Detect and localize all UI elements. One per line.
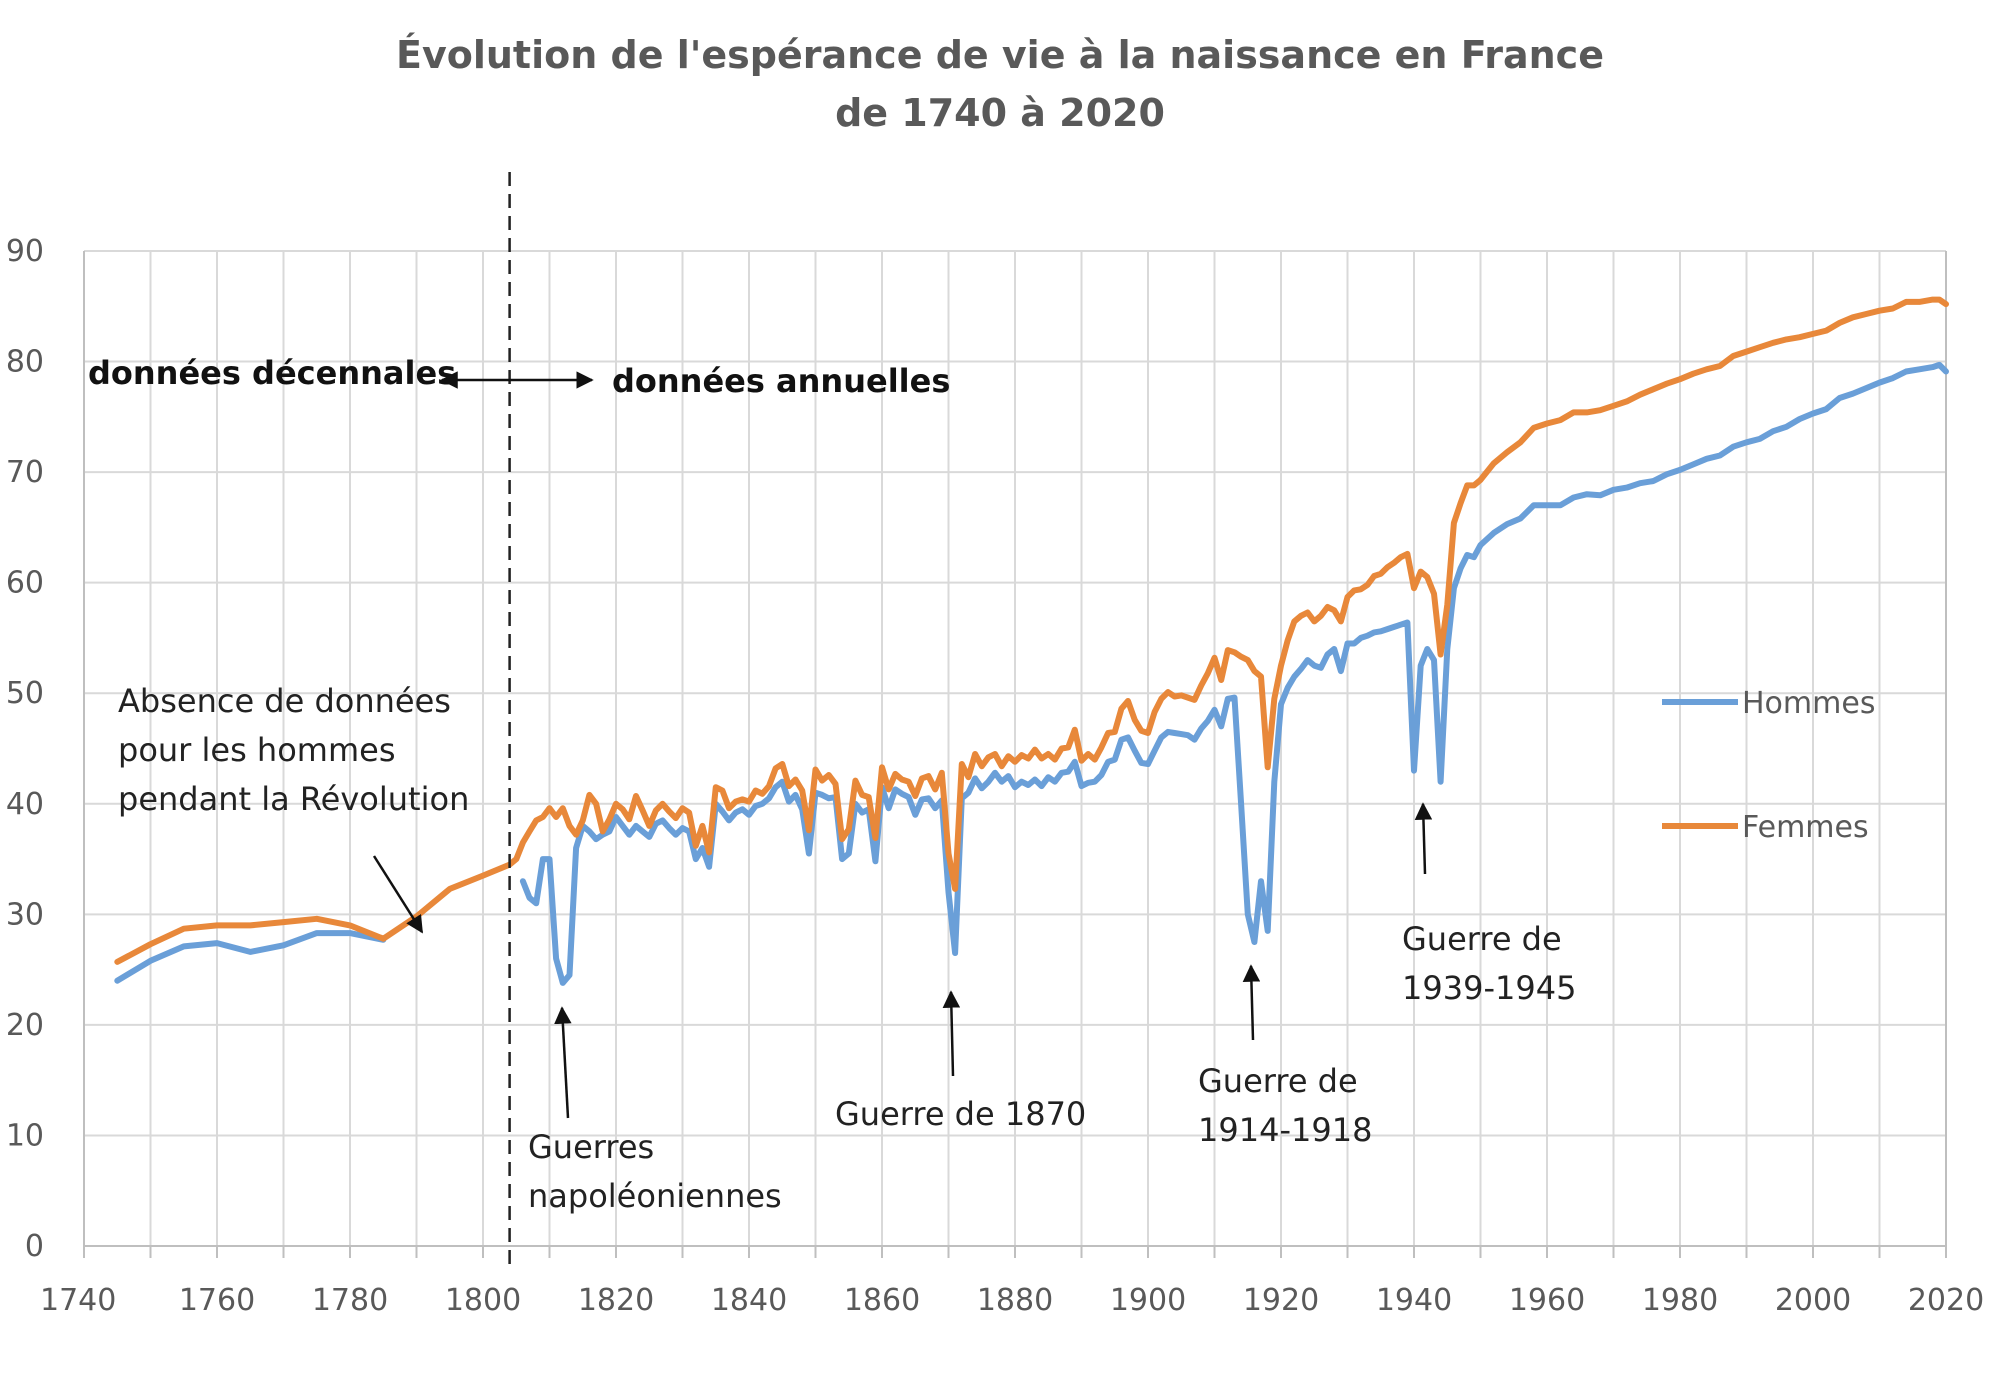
series-lines bbox=[114, 296, 1949, 986]
series-line-hommes-0 bbox=[114, 930, 387, 984]
label-ww1-line1: Guerre de bbox=[1198, 1062, 1358, 1100]
chart-title-line1: Évolution de l'espérance de vie à la nai… bbox=[396, 33, 1604, 77]
label-donnees-annuelles: données annuelles bbox=[612, 362, 950, 400]
xtick-label-1740: 1740 bbox=[40, 1283, 116, 1318]
arrow-ww2 bbox=[1414, 802, 1433, 875]
xtick-label-1940: 1940 bbox=[1376, 1283, 1452, 1318]
ytick-label-80: 80 bbox=[6, 345, 44, 380]
label-ww2-line1: Guerre de bbox=[1402, 920, 1562, 958]
chart-title-line2: de 1740 à 2020 bbox=[835, 91, 1165, 135]
legend: Hommes Femmes bbox=[1662, 686, 1875, 845]
xtick-label-2020: 2020 bbox=[1908, 1283, 1984, 1318]
ytick-label-10: 10 bbox=[6, 1118, 44, 1153]
label-napoleon-line1: Guerres bbox=[528, 1128, 654, 1166]
ytick-label-60: 60 bbox=[6, 566, 44, 601]
arrow-ww1 bbox=[1242, 964, 1261, 1041]
xtick-label-2000: 2000 bbox=[1775, 1283, 1851, 1318]
axes bbox=[83, 251, 1947, 1258]
y-tick-labels: 0 10 20 30 40 50 60 70 80 90 bbox=[6, 234, 44, 1264]
label-1870: Guerre de 1870 bbox=[835, 1095, 1086, 1133]
label-absence-line2: pour les hommes bbox=[118, 731, 395, 769]
series-line-hommes-1 bbox=[519, 361, 1949, 986]
xtick-label-1980: 1980 bbox=[1642, 1283, 1718, 1318]
ytick-label-70: 70 bbox=[6, 455, 44, 490]
xtick-label-1920: 1920 bbox=[1243, 1283, 1319, 1318]
legend-label-hommes: Hommes bbox=[1742, 686, 1875, 721]
ytick-label-40: 40 bbox=[6, 787, 44, 822]
x-tick-labels: 1740 1760 1780 1800 1820 1840 1860 1880 1900 1920… bbox=[40, 1283, 1984, 1318]
ytick-label-90: 90 bbox=[6, 234, 44, 269]
xtick-label-1880: 1880 bbox=[977, 1283, 1053, 1318]
arrow-1870 bbox=[942, 990, 961, 1077]
label-absence-line3: pendant la Révolution bbox=[118, 780, 469, 818]
xtick-label-1820: 1820 bbox=[578, 1283, 654, 1318]
ytick-label-50: 50 bbox=[6, 676, 44, 711]
label-absence-line1: Absence de données bbox=[118, 682, 451, 720]
ytick-label-30: 30 bbox=[6, 897, 44, 932]
xtick-label-1900: 1900 bbox=[1110, 1283, 1186, 1318]
xtick-label-1860: 1860 bbox=[844, 1283, 920, 1318]
xtick-label-1840: 1840 bbox=[711, 1283, 787, 1318]
label-donnees-decennales: données décennales bbox=[88, 354, 456, 392]
legend-label-femmes: Femmes bbox=[1742, 810, 1869, 845]
label-ww1-line2: 1914-1918 bbox=[1198, 1111, 1372, 1149]
ytick-label-0: 0 bbox=[25, 1229, 44, 1264]
xtick-label-1780: 1780 bbox=[312, 1283, 388, 1318]
label-ww2-line2: 1939-1945 bbox=[1402, 969, 1576, 1007]
xtick-label-1960: 1960 bbox=[1509, 1283, 1585, 1318]
arrow-napoleon bbox=[554, 1006, 572, 1119]
label-napoleon-line2: napoléoniennes bbox=[528, 1177, 782, 1215]
xtick-label-1800: 1800 bbox=[445, 1283, 521, 1318]
ytick-label-20: 20 bbox=[6, 1008, 44, 1043]
arrow-absence bbox=[372, 855, 424, 934]
gridlines bbox=[83, 250, 1947, 1247]
xtick-label-1760: 1760 bbox=[179, 1283, 255, 1318]
series-line-femmes-0 bbox=[114, 296, 1949, 965]
